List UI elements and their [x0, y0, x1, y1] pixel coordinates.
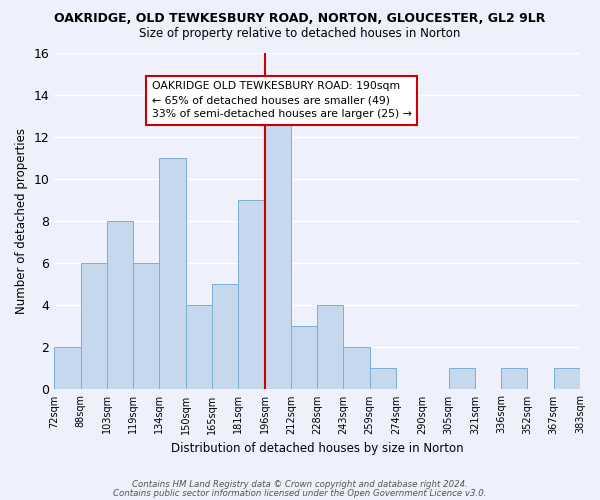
Text: OAKRIDGE OLD TEWKESBURY ROAD: 190sqm
← 65% of detached houses are smaller (49)
3: OAKRIDGE OLD TEWKESBURY ROAD: 190sqm ← 6…: [152, 81, 412, 119]
Bar: [212, 284, 238, 390]
Text: Contains public sector information licensed under the Open Government Licence v3: Contains public sector information licen…: [113, 488, 487, 498]
X-axis label: Distribution of detached houses by size in Norton: Distribution of detached houses by size …: [171, 442, 463, 455]
Bar: [238, 200, 265, 390]
Bar: [133, 263, 160, 390]
Bar: [343, 348, 370, 390]
Bar: [107, 221, 133, 390]
Bar: [160, 158, 186, 390]
Bar: [265, 116, 291, 390]
Bar: [501, 368, 527, 390]
Bar: [291, 326, 317, 390]
Bar: [370, 368, 396, 390]
Bar: [317, 305, 343, 390]
Text: Contains HM Land Registry data © Crown copyright and database right 2024.: Contains HM Land Registry data © Crown c…: [132, 480, 468, 489]
Y-axis label: Number of detached properties: Number of detached properties: [15, 128, 28, 314]
Text: OAKRIDGE, OLD TEWKESBURY ROAD, NORTON, GLOUCESTER, GL2 9LR: OAKRIDGE, OLD TEWKESBURY ROAD, NORTON, G…: [55, 12, 545, 26]
Bar: [186, 305, 212, 390]
Text: Size of property relative to detached houses in Norton: Size of property relative to detached ho…: [139, 28, 461, 40]
Bar: [54, 348, 80, 390]
Bar: [80, 263, 107, 390]
Bar: [449, 368, 475, 390]
Bar: [554, 368, 580, 390]
